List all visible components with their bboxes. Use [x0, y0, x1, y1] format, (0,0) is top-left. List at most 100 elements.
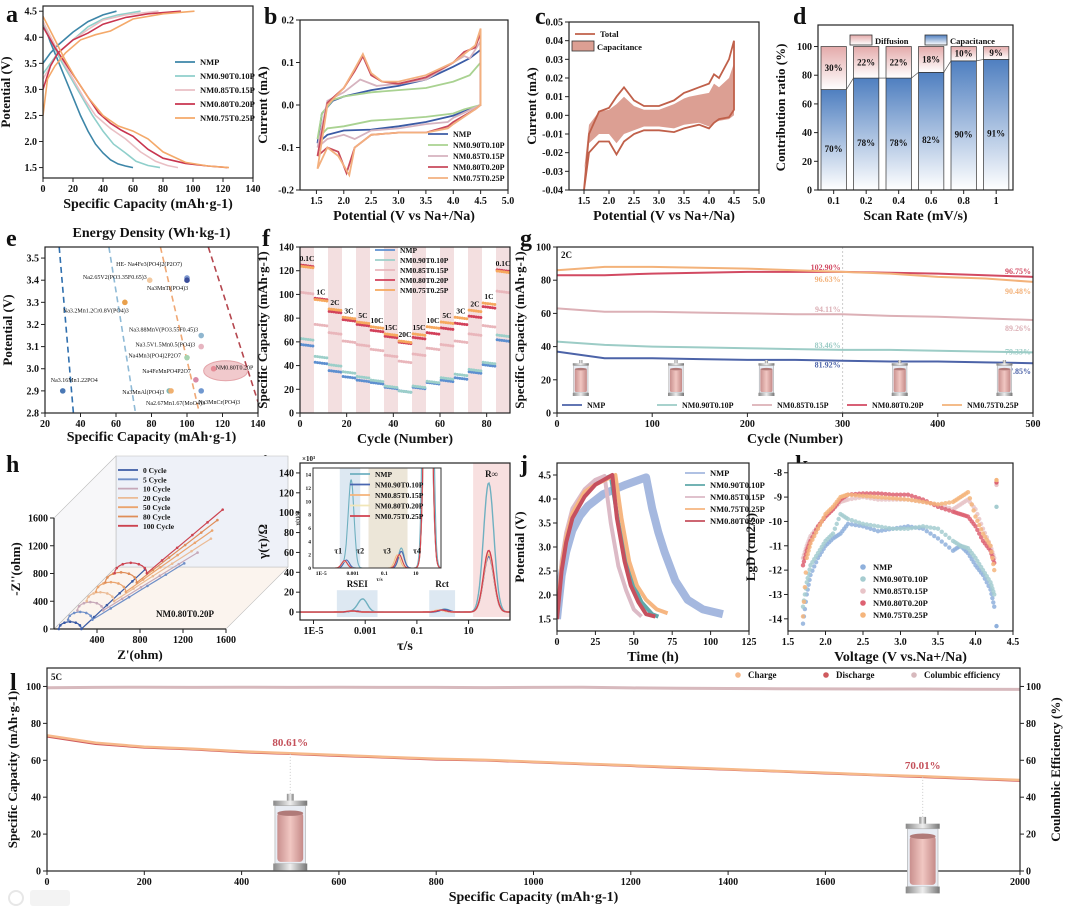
drt-curve: [300, 549, 510, 613]
data-point: [374, 329, 378, 333]
data-point: [135, 581, 139, 584]
data-point: [167, 556, 171, 559]
data-point: [362, 379, 366, 383]
data-point: [379, 329, 382, 333]
x-tick-label: 1200: [173, 635, 193, 646]
data-point: [451, 380, 455, 384]
tau-label: τ2: [356, 546, 364, 555]
data-point: [456, 372, 459, 376]
y-tick-label: 80: [31, 719, 41, 730]
data-point: [890, 492, 896, 497]
rate-band: [412, 247, 426, 413]
y-tick-label: 80: [284, 314, 294, 325]
energy-density-line: [58, 247, 75, 413]
legend-marker: [823, 672, 829, 678]
data-point: [864, 525, 869, 530]
data-point: [386, 384, 389, 388]
capacitance-pct-label: 82%: [922, 135, 940, 145]
plot-content: [58, 247, 258, 413]
data-point: [381, 380, 385, 384]
data-point: [453, 321, 457, 325]
data-point: [481, 301, 485, 305]
legend-item: 50 Cycle: [118, 503, 171, 512]
legend-label: NM0.90T0.10P: [375, 481, 424, 490]
data-point: [465, 340, 469, 344]
gitt-curve: [557, 473, 724, 620]
x-tick-label: 1.5: [310, 196, 323, 207]
y-tick-label: 3.0: [25, 85, 38, 96]
y-tick-label: 2.0: [539, 591, 552, 602]
y-axis-title: Specific Capacity (mAh·g-1): [512, 251, 527, 408]
data-point: [864, 522, 869, 527]
data-point: [990, 595, 995, 601]
data-point: [141, 578, 145, 581]
x-tick-label: 0: [555, 637, 560, 648]
data-point: [407, 360, 410, 364]
data-point: [505, 290, 508, 294]
legend-item: NM0.80T0.20P: [847, 401, 924, 410]
legend-item: NM0.90T0.10P: [860, 574, 928, 584]
y-tick-label: 4.0: [25, 33, 38, 44]
legend-label: NM0.85T0.15P: [710, 492, 765, 502]
x-tick-label: 120: [215, 419, 230, 430]
legend-label: 50 Cycle: [143, 503, 171, 512]
data-point: [318, 361, 322, 365]
data-point: [82, 601, 86, 605]
data-point: [330, 331, 333, 335]
data-point: [805, 552, 810, 557]
data-point: [302, 291, 305, 295]
data-point: [115, 566, 119, 570]
data-point: [386, 335, 389, 339]
data-point: [872, 523, 877, 528]
energy-density-line: [108, 247, 137, 413]
data-point: [432, 347, 436, 351]
diffusion-pct-label: 22%: [857, 57, 875, 67]
data-point: [472, 315, 476, 319]
data-point: [458, 316, 462, 320]
data-point: [969, 502, 974, 507]
data-point: [465, 323, 469, 327]
data-point: [883, 525, 888, 530]
panel-g: 0 100 200 300 400 500 0 20 40 60 80 100 Cycle (Numbe…: [512, 243, 1041, 448]
y-tick-label: 0: [546, 409, 551, 420]
data-point: [351, 376, 354, 380]
series-line: [43, 10, 182, 90]
data-point: [883, 495, 888, 500]
data-point: [481, 324, 485, 328]
x-tick-label: 0.8: [957, 196, 970, 207]
highlight-ellipse: [203, 360, 249, 382]
legend-item: NM0.80T0.20P: [685, 516, 765, 526]
data-point: [463, 340, 466, 344]
series-line: [43, 21, 161, 169]
x-tick-label: 20: [68, 184, 78, 195]
data-point: [507, 339, 510, 343]
data-point: [879, 491, 884, 496]
inset-y-tick: 12: [306, 486, 312, 492]
rate-band: [468, 247, 482, 413]
x-tick-label: 2.5: [365, 196, 378, 207]
data-point: [332, 310, 336, 314]
y-tick-label: -12: [769, 566, 782, 577]
legend-item: NM0.90T0.10P: [375, 256, 449, 265]
data-point: [379, 379, 382, 383]
data-point: [127, 595, 131, 599]
data-point: [939, 529, 944, 534]
diffusion-bar: [918, 46, 945, 73]
data-point: [409, 361, 413, 365]
data-point: [493, 364, 497, 368]
y-tick-label: -10: [769, 517, 782, 528]
data-point: [304, 291, 308, 295]
y-axis-title: LgD (cm2/s): [743, 513, 758, 581]
x-tick-label: 60: [111, 419, 121, 430]
data-point: [947, 508, 952, 513]
data-point: [374, 379, 378, 383]
x-tick-label: 400: [90, 635, 105, 646]
legend-label: NM0.90T0.10P: [200, 71, 255, 81]
legend-label: NM0.75T0.25P: [400, 286, 449, 295]
data-point: [397, 339, 401, 343]
data-point: [498, 338, 501, 342]
data-point: [924, 500, 929, 505]
x-tick-label: 1: [994, 196, 999, 207]
data-point: [453, 339, 457, 343]
y-tick-label: 40: [802, 128, 812, 139]
